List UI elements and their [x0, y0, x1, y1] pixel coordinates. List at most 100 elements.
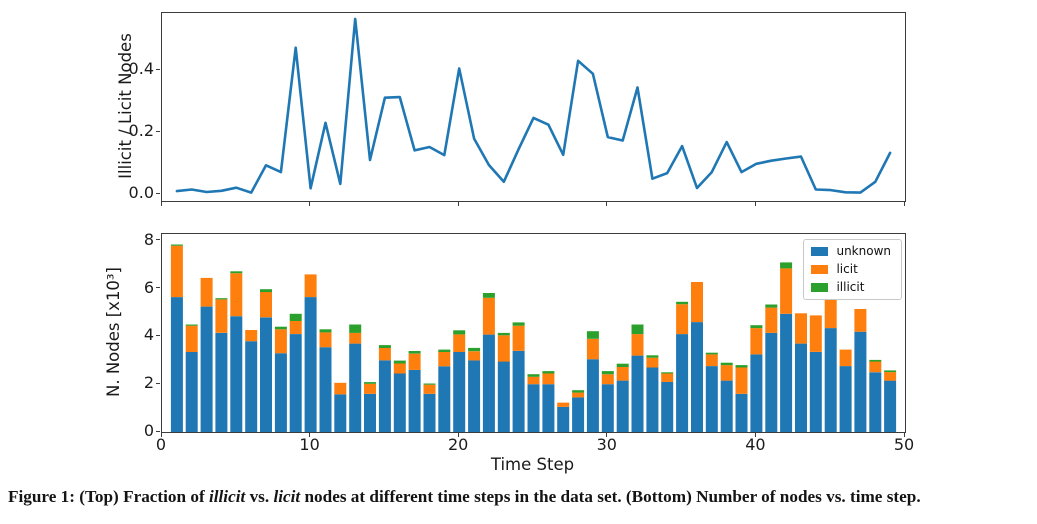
- bar-segment-unknown: [825, 328, 837, 432]
- bar-segment-licit: [557, 403, 569, 407]
- bar-segment-illicit: [364, 382, 376, 384]
- bar-segment-licit: [587, 339, 599, 359]
- legend-item-licit: licit: [811, 263, 891, 277]
- bar-segment-licit: [349, 333, 361, 344]
- bar-segment-licit: [854, 309, 866, 332]
- bar-segment-unknown: [602, 384, 614, 432]
- bar-segment-licit: [215, 299, 227, 332]
- bar-segment-illicit: [468, 348, 480, 351]
- bar-segment-unknown: [528, 384, 540, 432]
- bar-segment-illicit: [632, 325, 644, 335]
- bar-segment-unknown: [750, 354, 762, 432]
- bar-segment-licit: [424, 385, 436, 394]
- bar-segment-unknown: [290, 334, 302, 432]
- bar-segment-illicit: [186, 325, 198, 326]
- bar-segment-licit: [825, 298, 837, 328]
- bar-segment-licit: [706, 354, 718, 366]
- bar-segment-unknown: [453, 352, 465, 432]
- tick-mark: [156, 431, 160, 432]
- bar-segment-illicit: [617, 364, 629, 367]
- bar-segment-illicit: [602, 371, 614, 374]
- bar-segment-unknown: [498, 362, 510, 433]
- bar-segment-licit: [602, 374, 614, 384]
- bar-segment-illicit: [661, 372, 673, 373]
- bar-segment-unknown: [572, 397, 584, 432]
- x-tick-label: 30: [590, 436, 624, 454]
- caption-italic-illicit: illicit: [209, 487, 245, 506]
- top-y-tick-label: 0.4: [118, 60, 154, 78]
- caption-italic-licit: licit: [273, 487, 300, 506]
- bar-segment-licit: [498, 335, 510, 361]
- bar-segment-licit: [186, 326, 198, 352]
- bar-segment-unknown: [305, 297, 317, 432]
- nodes-bar-chart-canvas: [162, 234, 905, 432]
- bar-segment-licit: [290, 321, 302, 334]
- bar-segment-unknown: [409, 370, 421, 432]
- bar-segment-unknown: [632, 356, 644, 432]
- bar-segment-licit: [513, 326, 525, 351]
- bar-segment-licit: [736, 368, 748, 394]
- tick-mark: [156, 69, 160, 70]
- bar-segment-illicit: [676, 302, 688, 304]
- tick-mark: [156, 193, 160, 194]
- bar-segment-licit: [869, 362, 881, 373]
- bar-segment-licit: [438, 352, 450, 366]
- bar-segment-licit: [528, 377, 540, 384]
- bar-segment-unknown: [513, 351, 525, 432]
- bottom-y-tick-label: 2: [118, 374, 154, 392]
- tick-mark: [755, 202, 756, 206]
- licit-swatch-icon: [811, 265, 828, 274]
- illicit-swatch-icon: [811, 283, 828, 292]
- bar-segment-unknown: [736, 394, 748, 432]
- bar-segment-illicit: [260, 289, 272, 292]
- tick-mark: [156, 239, 160, 240]
- x-axis-label: Time Step: [161, 455, 904, 474]
- bar-segment-unknown: [379, 360, 391, 432]
- bar-segment-unknown: [201, 307, 213, 432]
- x-tick-label: 50: [887, 436, 921, 454]
- bar-segment-illicit: [409, 351, 421, 354]
- bottom-y-tick-label: 6: [118, 279, 154, 297]
- bar-segment-unknown: [483, 335, 495, 432]
- bar-segment-illicit: [513, 322, 525, 325]
- tick-mark: [606, 202, 607, 206]
- bar-segment-illicit: [394, 361, 406, 364]
- bar-segment-illicit: [275, 327, 287, 330]
- bar-segment-unknown: [468, 360, 480, 432]
- bar-segment-licit: [691, 282, 703, 322]
- bar-segment-licit: [632, 334, 644, 356]
- bar-segment-illicit: [721, 363, 733, 365]
- bar-segment-licit: [676, 304, 688, 334]
- bar-segment-licit: [201, 278, 213, 307]
- bar-segment-illicit: [215, 298, 227, 299]
- bar-segment-licit: [171, 246, 183, 297]
- caption-text: Figure 1: (Top) Fraction of: [8, 487, 209, 506]
- ratio-line: [177, 19, 890, 193]
- x-tick-label: 10: [293, 436, 327, 454]
- bar-segment-licit: [483, 298, 495, 335]
- bar-segment-licit: [305, 274, 317, 297]
- bar-segment-unknown: [424, 394, 436, 432]
- bar-segment-unknown: [706, 366, 718, 432]
- tick-mark: [458, 202, 459, 206]
- tick-mark: [156, 287, 160, 288]
- bar-segment-licit: [409, 354, 421, 370]
- bar-segment-unknown: [587, 359, 599, 432]
- bar-segment-unknown: [691, 322, 703, 432]
- bar-segment-illicit: [765, 305, 777, 308]
- bar-segment-licit: [275, 329, 287, 353]
- bar-segment-illicit: [290, 314, 302, 321]
- bar-segment-licit: [572, 393, 584, 398]
- bar-segment-unknown: [394, 374, 406, 433]
- bar-segment-unknown: [810, 352, 822, 432]
- bar-segment-unknown: [854, 332, 866, 432]
- bar-segment-unknown: [186, 352, 198, 432]
- figure-1: Illicit / Licit Nodes unknown licit illi…: [0, 0, 1037, 524]
- bar-segment-unknown: [795, 344, 807, 432]
- bar-segment-illicit: [869, 360, 881, 362]
- bar-segment-licit: [379, 348, 391, 360]
- tick-mark: [156, 383, 160, 384]
- bar-segment-unknown: [884, 381, 896, 432]
- bar-segment-unknown: [438, 366, 450, 432]
- bar-segment-unknown: [557, 407, 569, 432]
